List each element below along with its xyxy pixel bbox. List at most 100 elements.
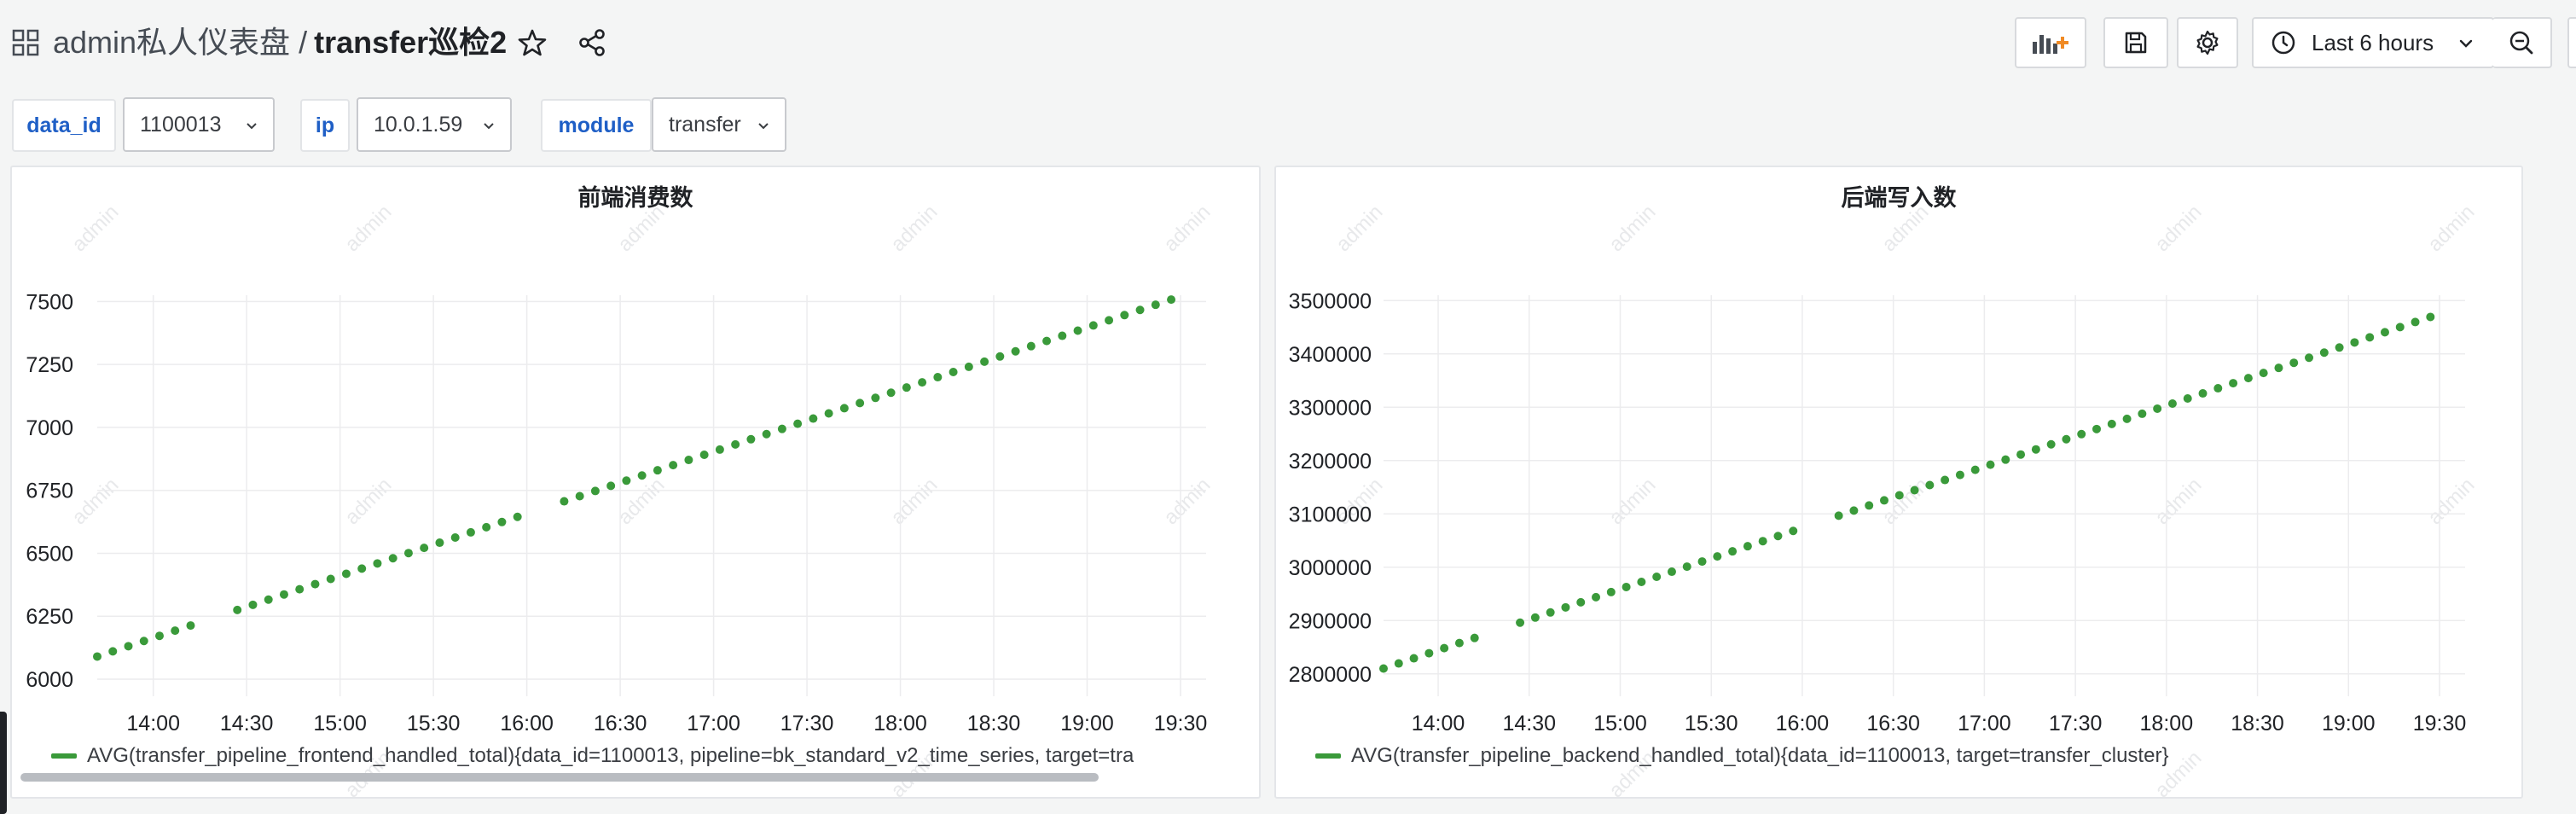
save-dashboard-button[interactable]	[2103, 17, 2168, 68]
x-tick-label: 17:30	[2049, 712, 2103, 736]
y-tick-label: 3100000	[1289, 503, 1372, 526]
data-point	[295, 584, 305, 594]
data-point	[2016, 450, 2026, 459]
data-point	[2107, 419, 2116, 428]
watermark: admin	[1332, 201, 1387, 256]
data-point	[1470, 633, 1479, 642]
data-point	[839, 404, 849, 413]
x-tick-label: 15:00	[1593, 712, 1647, 736]
x-tick-label: 17:30	[780, 712, 834, 736]
data-point	[264, 595, 273, 604]
variable-label-data-id: data_id	[12, 99, 116, 152]
side-handle[interactable]	[0, 712, 7, 814]
dashboard-header: admin私人仪表盘 / transfer巡检2	[0, 0, 2576, 85]
data-point	[1894, 491, 1904, 500]
watermark: admin	[67, 474, 123, 529]
watermark: admin	[886, 201, 942, 256]
add-panel-icon	[2033, 35, 2068, 54]
data-point	[653, 466, 662, 475]
data-point	[1167, 295, 1176, 305]
refresh-button[interactable]	[2567, 17, 2576, 68]
time-range-picker[interactable]: Last 6 hours	[2252, 17, 2494, 68]
panel-title[interactable]: 前端消费数	[577, 185, 693, 211]
data-point	[2062, 434, 2071, 444]
data-point	[2380, 328, 2389, 337]
watermark: admin	[340, 474, 396, 529]
data-point	[1606, 587, 1616, 596]
dashboard-grid-icon[interactable]	[12, 29, 39, 56]
data-point	[933, 373, 943, 382]
panel-title[interactable]: 后端写入数	[1841, 185, 1957, 211]
y-tick-label: 6000	[26, 668, 73, 692]
x-tick-label: 15:30	[407, 712, 461, 736]
variable-label-ip: ip	[300, 99, 350, 152]
data-point	[809, 414, 818, 423]
data-point	[1561, 602, 1570, 612]
y-tick-label: 2900000	[1289, 609, 1372, 633]
legend-backend[interactable]: AVG(transfer_pipeline_backend_handled_to…	[1315, 744, 2168, 768]
data-point	[980, 357, 989, 366]
variable-select-data-id[interactable]: 1100013	[123, 97, 275, 152]
panel-frontend-consumption[interactable]: 前端消费数 admin admin admin admin admin admin admi…	[10, 166, 1261, 799]
data-point	[715, 445, 724, 454]
page-title[interactable]: transfer巡检2	[314, 25, 508, 60]
x-tick-label: 14:30	[220, 712, 274, 736]
breadcrumb-folder[interactable]: admin私人仪表盘	[53, 25, 291, 60]
data-point	[1379, 664, 1388, 673]
data-point	[310, 579, 320, 589]
data-point	[949, 367, 958, 376]
data-point	[637, 471, 647, 480]
data-point	[186, 621, 195, 631]
share-icon[interactable]	[577, 27, 607, 58]
data-point	[2289, 358, 2299, 368]
panel-backend-writes[interactable]: 后端写入数 admin admin admin admin admin admin admi…	[1274, 166, 2523, 799]
variable-select-module[interactable]: transfer	[652, 97, 786, 152]
data-point	[1042, 336, 1052, 346]
data-point	[886, 388, 896, 398]
data-point	[1697, 557, 1707, 567]
data-point	[1105, 316, 1114, 325]
data-point	[684, 456, 693, 465]
legend-swatch	[51, 753, 77, 759]
x-tick-label: 19:00	[2322, 712, 2376, 736]
x-tick-label: 18:30	[2231, 712, 2284, 736]
data-point	[2198, 389, 2208, 398]
data-point	[590, 486, 600, 496]
data-point	[2335, 343, 2344, 352]
breadcrumb: admin私人仪表盘 / transfer巡检2	[53, 20, 507, 65]
watermark: admin	[613, 201, 669, 256]
variable-select-ip[interactable]: 10.0.1.59	[357, 97, 512, 152]
data-point	[1637, 577, 1646, 586]
data-point	[2031, 445, 2040, 454]
legend-scrollbar[interactable]	[20, 773, 1099, 782]
data-point	[1834, 511, 1843, 520]
x-tick-label: 14:00	[1412, 712, 1465, 736]
star-icon[interactable]	[517, 27, 548, 58]
data-point	[2046, 439, 2056, 449]
data-point	[777, 424, 786, 433]
y-tick-label: 7250	[26, 353, 73, 377]
x-tick-label: 15:30	[1685, 712, 1738, 736]
data-point	[731, 439, 740, 449]
watermark: admin	[1159, 201, 1215, 256]
data-point	[1773, 532, 1783, 541]
watermark: admin	[1604, 474, 1660, 529]
data-point	[2259, 369, 2268, 378]
data-point	[124, 642, 133, 651]
data-point	[2305, 353, 2314, 363]
add-panel-button[interactable]	[2015, 17, 2086, 68]
x-tick-label: 18:30	[967, 712, 1021, 736]
watermark: admin	[2150, 201, 2206, 256]
data-point	[513, 512, 522, 521]
zoom-out-button[interactable]	[2492, 17, 2552, 68]
data-point	[279, 590, 288, 599]
data-point	[964, 362, 973, 371]
data-point	[2426, 312, 2435, 322]
watermark: admin	[1159, 474, 1215, 529]
legend-frontend[interactable]: AVG(transfer_pipeline_frontend_handled_t…	[51, 744, 1134, 768]
data-point	[1728, 547, 1738, 556]
data-point	[171, 626, 180, 636]
variable-label-module: module	[541, 99, 652, 152]
chart-backend-writes: admin admin admin admin admin admin admin admin…	[1289, 201, 2480, 797]
dashboard-settings-button[interactable]	[2177, 17, 2238, 68]
